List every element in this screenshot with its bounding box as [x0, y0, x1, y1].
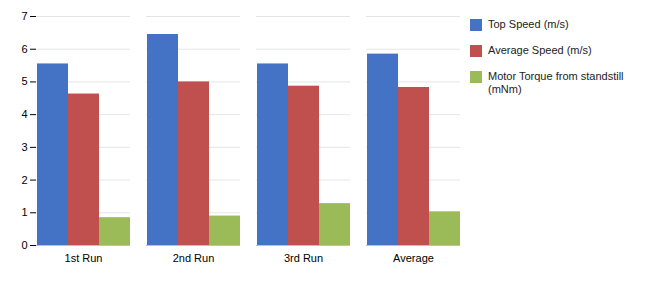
svg-text:6: 6 — [21, 43, 27, 55]
svg-text:3: 3 — [21, 141, 27, 153]
html-text:Motor Torque from standstill (: Motor Torque from standstill (mNm) — [488, 69, 624, 96]
svg-text:5: 5 — [21, 75, 27, 87]
svg-text:3rd Run: 3rd Run — [284, 252, 323, 264]
svg-text:0: 0 — [21, 239, 27, 251]
html-text:Top Speed (m/s): Top Speed (m/s) — [488, 18, 569, 30]
svg-text:1st Run: 1st Run — [65, 252, 103, 264]
svg-text:7: 7 — [21, 10, 27, 22]
svg-text:1: 1 — [21, 206, 27, 218]
html-text:Average Speed (m/s): Average Speed (m/s) — [488, 43, 592, 56]
svg-text:2nd Run: 2nd Run — [173, 252, 215, 264]
svg-text:Average: Average — [393, 252, 434, 264]
svg-text:2: 2 — [21, 174, 27, 186]
svg-text:4: 4 — [21, 108, 27, 120]
